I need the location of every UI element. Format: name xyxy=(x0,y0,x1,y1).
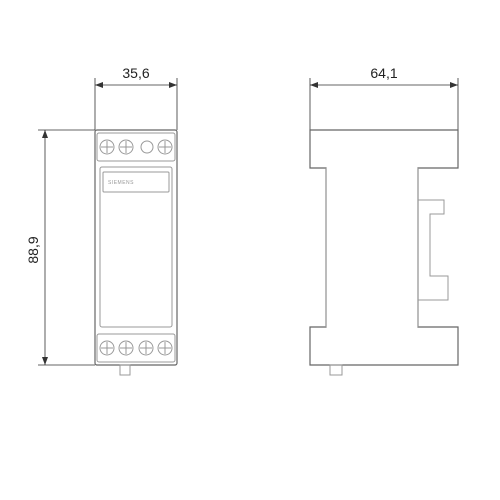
dim-side-width-label: 64,1 xyxy=(370,65,397,81)
side-view xyxy=(310,130,458,375)
dim-front-width: 35,6 xyxy=(95,65,177,130)
dim-height-label: 88,9 xyxy=(25,236,41,263)
screw-icon xyxy=(100,140,114,154)
screw-icon xyxy=(158,140,172,154)
screw-icon xyxy=(139,341,153,355)
screw-icon xyxy=(119,341,133,355)
hole-icon xyxy=(141,141,153,153)
screw-icon xyxy=(100,341,114,355)
front-view: SIEMENS xyxy=(95,130,177,375)
brand-label: SIEMENS xyxy=(108,180,134,186)
dim-height: 88,9 xyxy=(25,130,95,365)
dim-front-width-label: 35,6 xyxy=(122,65,149,81)
screw-icon xyxy=(158,341,172,355)
screw-icon xyxy=(119,140,133,154)
dim-side-width: 64,1 xyxy=(310,65,458,130)
